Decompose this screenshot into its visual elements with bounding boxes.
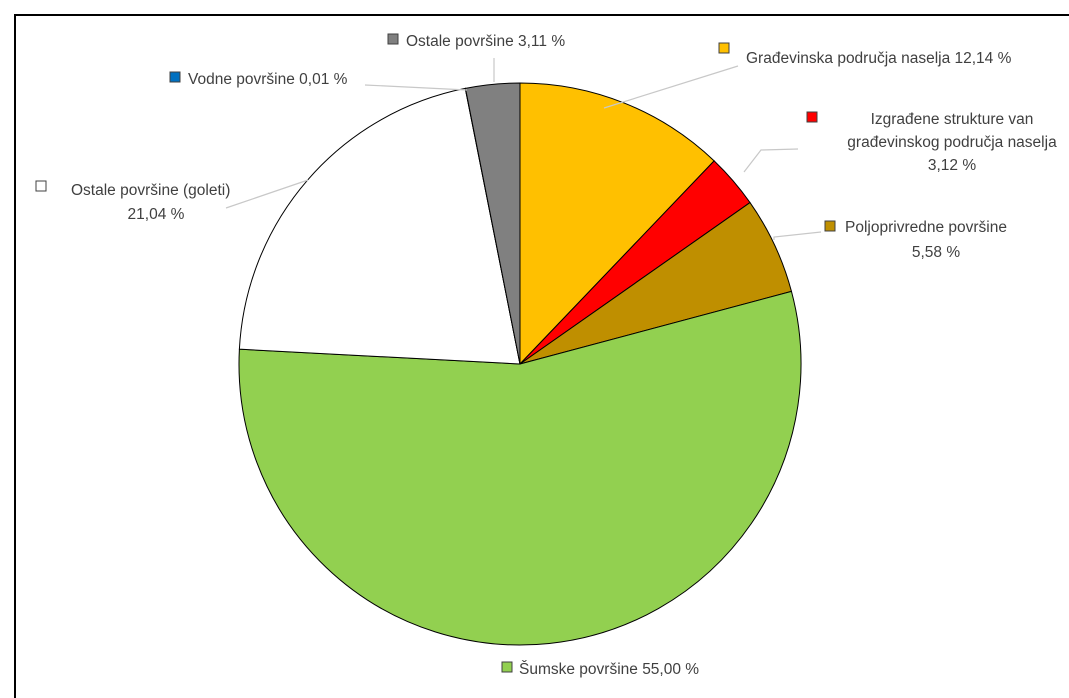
pie-slice-sumske-povrsine bbox=[238, 290, 802, 646]
label-poljoprivredne-value: 5,58 % bbox=[912, 244, 960, 261]
label-izgradjene-line1: Izgrađene strukture van bbox=[871, 111, 1034, 128]
legend-marker-sumske-povrsine bbox=[501, 661, 513, 673]
pie-slice-gradevinska-podrucja-naselja bbox=[519, 82, 715, 366]
legend-marker-poljoprivredne-povrsine bbox=[824, 220, 836, 232]
leader-line-6 bbox=[773, 231, 822, 240]
label-ostale-povrsine: Ostale površine 3,11 % bbox=[406, 33, 565, 50]
legend-marker-vodne-povrsine bbox=[169, 71, 181, 83]
leader-line-4 bbox=[743, 148, 799, 173]
label-poljoprivredne-line1: Poljoprivredne površine bbox=[845, 219, 1007, 236]
label-goleti-value: 21,04 % bbox=[128, 206, 185, 223]
pie-slice-ostale-povrsine bbox=[464, 82, 521, 365]
legend-marker-ostale-povrsine bbox=[387, 33, 399, 45]
legend-marker-gradevinska-podrucja-naselja bbox=[718, 42, 730, 54]
leader-line-5 bbox=[225, 179, 309, 209]
label-vodne-povrsine: Vodne površine 0,01 % bbox=[188, 71, 348, 88]
label-izgradjene-line2: građevinskog područja naselja bbox=[847, 134, 1057, 151]
legend-marker-ostale-povrsine-goleti bbox=[35, 180, 47, 192]
label-goleti-line1: Ostale površine (goleti) bbox=[71, 182, 230, 199]
label-gradjevinska-podrucja: Građevinska područja naselja 12,14 % bbox=[746, 50, 1012, 67]
leader-line-2 bbox=[603, 65, 739, 109]
label-izgradjene-value: 3,12 % bbox=[928, 157, 976, 174]
label-sumske-povrsine: Šumske površine 55,00 % bbox=[519, 661, 699, 678]
leader-line-3 bbox=[364, 84, 468, 91]
legend-marker-izgradene-strukture-van-gradevinskog-podrucja-naselja bbox=[806, 111, 818, 123]
